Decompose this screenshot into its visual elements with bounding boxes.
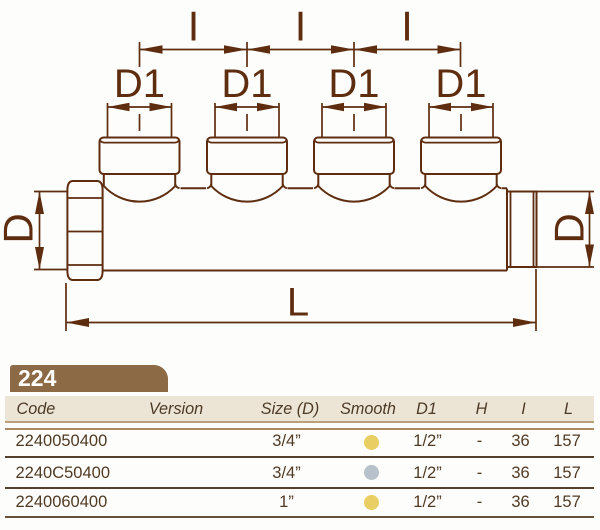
svg-text:D1: D1 (328, 62, 379, 106)
svg-text:D: D (545, 213, 592, 243)
svg-text:D1: D1 (221, 62, 272, 106)
svg-text:I: I (188, 3, 200, 50)
svg-text:D: D (0, 213, 41, 243)
svg-text:D1: D1 (114, 62, 165, 106)
svg-text:I: I (295, 3, 307, 50)
svg-text:L: L (287, 281, 309, 325)
svg-text:D1: D1 (435, 62, 486, 106)
svg-text:I: I (401, 3, 413, 50)
